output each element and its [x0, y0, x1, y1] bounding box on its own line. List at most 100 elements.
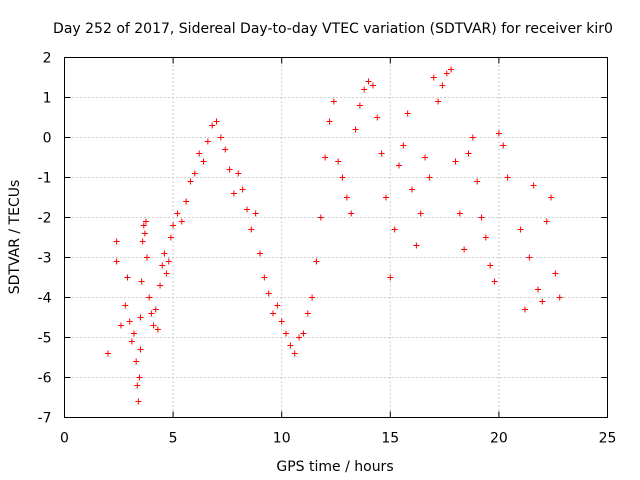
data-point [422, 154, 429, 161]
data-point [556, 294, 563, 301]
data-point [543, 218, 550, 225]
data-point [243, 206, 250, 213]
data-point [413, 242, 420, 249]
x-tick-label: 15 [381, 431, 399, 447]
data-point [104, 350, 111, 357]
data-point [196, 150, 203, 157]
data-point [137, 346, 144, 353]
data-point [530, 182, 537, 189]
data-point [369, 82, 376, 89]
data-point [230, 190, 237, 197]
data-point [456, 210, 463, 217]
data-point [356, 102, 363, 109]
data-point [487, 262, 494, 269]
data-point [117, 322, 124, 329]
data-point [521, 306, 528, 313]
data-point [283, 330, 290, 337]
data-point [539, 298, 546, 305]
data-point [474, 178, 481, 185]
data-point [335, 158, 342, 165]
data-point [287, 342, 294, 349]
data-point [322, 154, 329, 161]
data-point [395, 162, 402, 169]
y-tick-label: -1 [38, 171, 52, 187]
data-point [339, 174, 346, 181]
data-point [183, 198, 190, 205]
data-point [491, 278, 498, 285]
data-point [461, 246, 468, 253]
data-point [204, 138, 211, 145]
data-point [252, 210, 259, 217]
data-point [226, 166, 233, 173]
data-point [409, 186, 416, 193]
data-point [313, 258, 320, 265]
data-point [113, 258, 120, 265]
y-tick-label: -3 [38, 251, 52, 267]
data-point [352, 126, 359, 133]
data-point [548, 194, 555, 201]
data-point [187, 178, 194, 185]
data-point [430, 74, 437, 81]
data-point [209, 122, 216, 129]
data-point [291, 350, 298, 357]
chart-title: Day 252 of 2017, Sidereal Day-to-day VTE… [53, 21, 613, 37]
data-point [552, 270, 559, 277]
data-point [526, 254, 533, 261]
data-point [170, 222, 177, 229]
data-point [217, 134, 224, 141]
data-point [141, 230, 148, 237]
data-point [296, 334, 303, 341]
data-point [300, 330, 307, 337]
data-point [265, 290, 272, 297]
data-point [165, 258, 172, 265]
data-point [167, 234, 174, 241]
data-point [126, 318, 133, 325]
x-tick-label: 10 [273, 431, 291, 447]
data-point [439, 82, 446, 89]
data-point [131, 330, 138, 337]
data-point [124, 274, 131, 281]
y-tick-label: -7 [38, 411, 52, 427]
data-point [213, 118, 220, 125]
data-point [148, 310, 155, 317]
data-point [200, 158, 207, 165]
data-point [465, 150, 472, 157]
data-point [452, 158, 459, 165]
data-point [391, 226, 398, 233]
x-axis-label: GPS time / hours [276, 459, 393, 475]
data-point [113, 238, 120, 245]
data-point [387, 274, 394, 281]
data-point [365, 78, 372, 85]
y-tick-label: 1 [43, 91, 52, 107]
data-point [378, 150, 385, 157]
data-point [152, 306, 159, 313]
data-point [317, 214, 324, 221]
x-tick-label: 5 [169, 431, 178, 447]
data-point [326, 118, 333, 125]
data-point [239, 186, 246, 193]
data-point [270, 310, 277, 317]
data-point [343, 194, 350, 201]
y-tick-label: 0 [43, 131, 52, 147]
data-point [134, 382, 141, 389]
data-point [478, 214, 485, 221]
y-tick-label: -4 [38, 291, 52, 307]
data-point [278, 318, 285, 325]
y-tick-label: -5 [38, 331, 52, 347]
grid-lines [64, 57, 608, 418]
data-point [146, 294, 153, 301]
data-point [235, 170, 242, 177]
data-point [330, 98, 337, 105]
data-point [500, 142, 507, 149]
data-point [128, 338, 135, 345]
data-point [469, 134, 476, 141]
y-axis-label: SDTVAR / TECUs [7, 180, 23, 295]
data-point [261, 274, 268, 281]
data-point [178, 218, 185, 225]
data-point [448, 66, 455, 73]
data-points [104, 66, 563, 405]
data-point [482, 234, 489, 241]
data-point [154, 326, 161, 333]
